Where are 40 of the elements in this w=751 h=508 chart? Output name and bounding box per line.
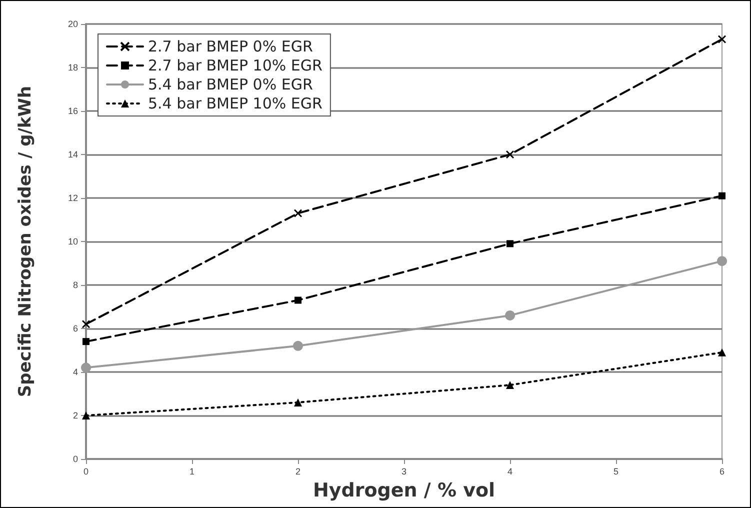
point [82, 412, 90, 420]
point [294, 208, 302, 218]
legend-label: 5.4 bar BMEP 10% EGR [148, 94, 322, 112]
point [82, 338, 90, 346]
y-tick-label: 14 [68, 150, 78, 160]
point [718, 192, 726, 200]
y-tick-label: 20 [68, 19, 78, 29]
point [505, 310, 515, 320]
point [718, 348, 726, 356]
x-tick-label: 0 [83, 466, 89, 476]
legend-label: 5.4 bar BMEP 0% EGR [148, 76, 313, 94]
point [293, 340, 303, 351]
y-tick-label: 6 [72, 324, 78, 334]
point [294, 296, 302, 304]
point [718, 34, 726, 44]
y-tick-label: 12 [68, 193, 78, 203]
y-axis-title: Specific Nitrogen oxides / g/kWh [16, 86, 36, 398]
legend-label: 2.7 bar BMEP 10% EGR [148, 56, 322, 74]
x-tick-label: 3 [401, 466, 407, 476]
y-tick-label: 10 [68, 236, 78, 246]
point [506, 150, 514, 159]
point [81, 362, 91, 373]
y-tick-label: 8 [72, 280, 78, 290]
x-tick-label: 1 [189, 466, 195, 476]
x-tick-label: 6 [719, 466, 725, 476]
legend-label: 2.7 bar BMEP 0% EGR [148, 38, 313, 56]
x-tick-label: 4 [507, 466, 513, 476]
y-tick-label: 16 [68, 106, 78, 116]
point [82, 320, 90, 328]
y-tick-label: 18 [68, 62, 78, 72]
y-tick-label: 4 [72, 367, 78, 377]
x-axis-title: Hydrogen / % vol [312, 480, 496, 502]
y-tick-label: 0 [72, 454, 78, 464]
point [717, 256, 727, 266]
point [506, 381, 514, 390]
point [506, 240, 514, 248]
point [294, 398, 302, 406]
x-tick-label: 2 [295, 466, 301, 476]
y-tick-label: 2 [72, 410, 78, 420]
x-tick-label: 5 [613, 466, 619, 476]
